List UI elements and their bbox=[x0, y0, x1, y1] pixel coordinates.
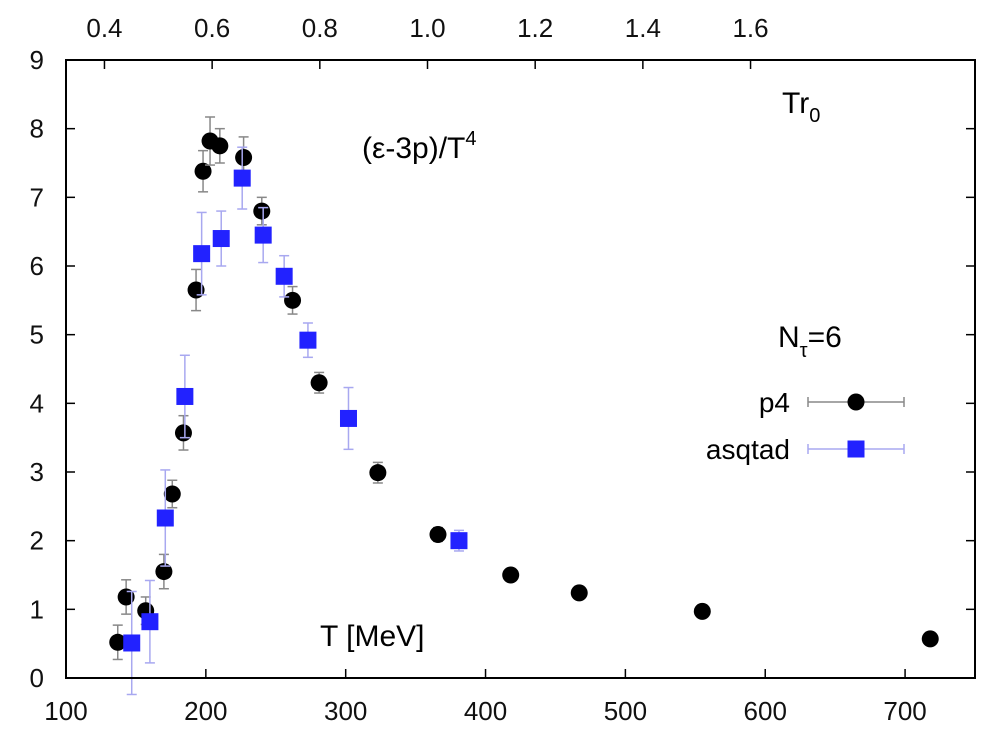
data-point-p4 bbox=[235, 149, 253, 167]
y-tick-label: 2 bbox=[30, 526, 44, 556]
data-point-p4 bbox=[174, 424, 192, 442]
data-point-p4 bbox=[253, 202, 271, 220]
x-tick-label: 500 bbox=[604, 696, 647, 726]
top-tick-label: 0.4 bbox=[86, 13, 122, 43]
y-tick-label: 9 bbox=[30, 45, 44, 75]
legend-symbol bbox=[847, 393, 865, 411]
plot-frame bbox=[65, 59, 976, 679]
data-point-p4 bbox=[109, 633, 127, 651]
data-point-asqtad bbox=[176, 387, 194, 405]
top-tick-label: 1.6 bbox=[732, 13, 768, 43]
data-series bbox=[109, 116, 939, 696]
data-point-p4 bbox=[155, 563, 173, 581]
data-point-asqtad bbox=[123, 634, 141, 652]
data-point-p4 bbox=[429, 525, 447, 543]
top-tick-label: 0.8 bbox=[302, 13, 338, 43]
data-point-p4 bbox=[211, 137, 229, 155]
x-tick-label: 200 bbox=[184, 696, 227, 726]
x-tick-label: 700 bbox=[883, 696, 926, 726]
data-point-p4 bbox=[117, 588, 135, 606]
y-tick-label: 4 bbox=[30, 388, 44, 418]
data-point-asqtad bbox=[193, 245, 211, 263]
legend-label-asqtad: asqtad bbox=[706, 434, 790, 465]
x-tick-label: 400 bbox=[464, 696, 507, 726]
legend-symbol bbox=[847, 440, 865, 458]
data-point-p4 bbox=[921, 630, 939, 648]
data-point-p4 bbox=[310, 374, 328, 392]
top-tick-label: 0.6 bbox=[194, 13, 230, 43]
x-tick-label: 300 bbox=[324, 696, 367, 726]
legend-marker-asqtad bbox=[807, 440, 905, 458]
top-tick-label: 1.0 bbox=[409, 13, 445, 43]
top-tick-label: 1.2 bbox=[517, 13, 553, 43]
top-tick-label: 1.4 bbox=[625, 13, 661, 43]
data-point-p4 bbox=[194, 162, 212, 180]
x-tick-label: 600 bbox=[744, 696, 787, 726]
data-point-asqtad bbox=[275, 267, 293, 285]
y-tick-label: 3 bbox=[30, 457, 44, 487]
series-p4 bbox=[109, 116, 939, 661]
top-axis-label: Tr0 bbox=[782, 87, 820, 127]
data-point-asqtad bbox=[339, 409, 357, 427]
annotation-text: (ε-3p)/T4 bbox=[362, 128, 477, 165]
data-point-asqtad bbox=[299, 331, 317, 349]
data-point-p4 bbox=[502, 566, 520, 584]
data-point-asqtad bbox=[141, 613, 159, 631]
data-point-asqtad bbox=[450, 532, 468, 550]
tick-labels: 100 200 300 400 500 600 700 0 1 2 3 4 5 6 7 8 9 0.4 0.6 0.8… bbox=[30, 13, 927, 726]
y-tick-label: 1 bbox=[30, 594, 44, 624]
y-tick-label: 6 bbox=[30, 251, 44, 281]
data-point-asqtad bbox=[156, 509, 174, 527]
data-point-p4 bbox=[570, 584, 588, 602]
legend-title: Nτ=6 bbox=[778, 321, 842, 362]
legend-label-p4: p4 bbox=[759, 387, 790, 418]
data-point-asqtad bbox=[254, 226, 272, 244]
x-axis-label: T [MeV] bbox=[320, 620, 424, 653]
data-point-p4 bbox=[163, 485, 181, 503]
legend-marker-p4 bbox=[807, 393, 905, 411]
y-tick-label: 7 bbox=[30, 182, 44, 212]
y-tick-label: 5 bbox=[30, 320, 44, 350]
data-point-p4 bbox=[369, 464, 387, 482]
x-tick-label: 100 bbox=[44, 696, 87, 726]
data-point-p4 bbox=[284, 291, 302, 309]
legend: Nτ=6 p4 asqtad bbox=[706, 321, 905, 465]
data-point-asqtad bbox=[212, 230, 230, 248]
y-tick-label: 0 bbox=[30, 663, 44, 693]
data-point-p4 bbox=[693, 602, 711, 620]
data-point-asqtad bbox=[233, 169, 251, 187]
y-tick-label: 8 bbox=[30, 114, 44, 144]
